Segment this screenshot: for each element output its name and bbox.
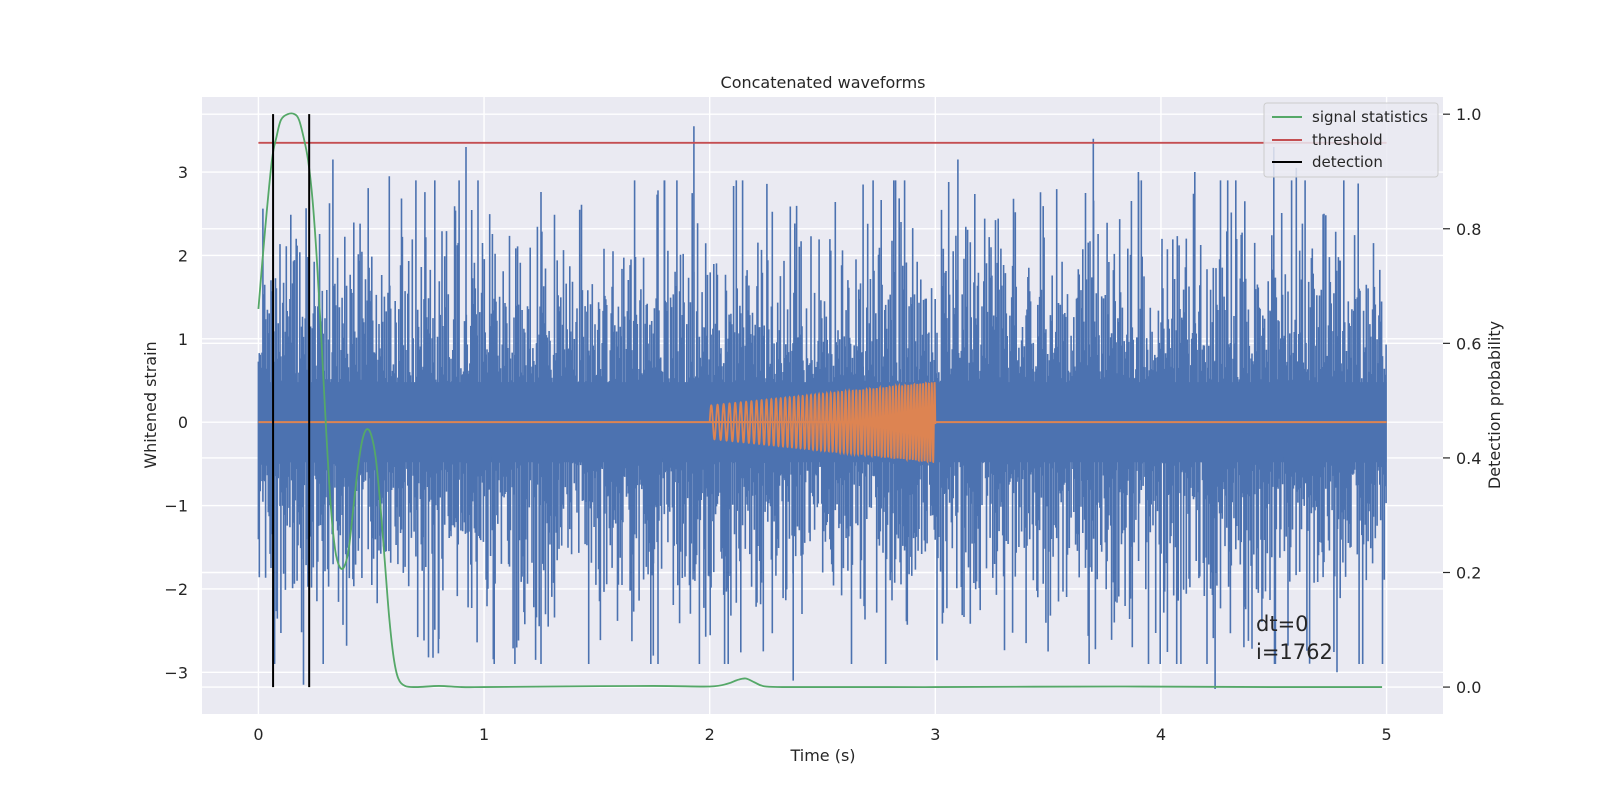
y-axis-label: Whitened strain [141, 341, 160, 468]
y-tick-label: −1 [164, 497, 188, 516]
x-tick-label: 2 [705, 725, 715, 744]
y2-tick-label: 0.6 [1456, 334, 1481, 353]
x-tick-label: 4 [1156, 725, 1166, 744]
annotation-dt: dt=0 [1256, 612, 1309, 636]
axis-ticks: 0 1 2 3 4 5 −3 −2 −1 0 1 2 3 0.0 0.2 0.4 0.6 0.8 1.0 [164, 105, 1481, 744]
x-axis-label: Time (s) [789, 746, 855, 765]
x-tick-label: 0 [253, 725, 263, 744]
y-tick-label: 3 [178, 163, 188, 182]
y2-tick-label: 0.2 [1456, 563, 1481, 582]
x-tick-label: 5 [1381, 725, 1391, 744]
legend-box [1263, 102, 1439, 178]
template-chirp-series [708, 381, 937, 464]
strain-trace [257, 126, 1387, 689]
y2-tick-label: 0.4 [1456, 449, 1481, 468]
x-tick-label: 3 [930, 725, 940, 744]
y2-tick-label: 0.8 [1456, 220, 1481, 239]
x-tick-label: 1 [479, 725, 489, 744]
legend: signal statistics threshold detection [1263, 102, 1439, 178]
chart-title: Concatenated waveforms [721, 73, 926, 92]
y2-axis-label: Detection probability [1485, 321, 1504, 489]
y-tick-label: −2 [164, 580, 188, 599]
data-layer [257, 112, 1387, 689]
legend-label-signal-statistics: signal statistics [1312, 108, 1428, 126]
strain-series [257, 126, 1387, 689]
y2-tick-label: 1.0 [1456, 105, 1481, 124]
y-tick-label: 1 [178, 330, 188, 349]
y-tick-label: 2 [178, 246, 188, 265]
legend-label-detection: detection [1312, 153, 1383, 171]
detection-lines [272, 114, 311, 688]
annotation-i: i=1762 [1256, 640, 1333, 664]
y-tick-label: −3 [164, 663, 188, 682]
y-tick-label: 0 [178, 413, 188, 432]
legend-label-threshold: threshold [1312, 131, 1383, 149]
annotation: dt=0 i=1762 [1256, 612, 1333, 664]
signal-statistics-line [257, 112, 1383, 689]
y2-tick-label: 0.0 [1456, 678, 1481, 697]
